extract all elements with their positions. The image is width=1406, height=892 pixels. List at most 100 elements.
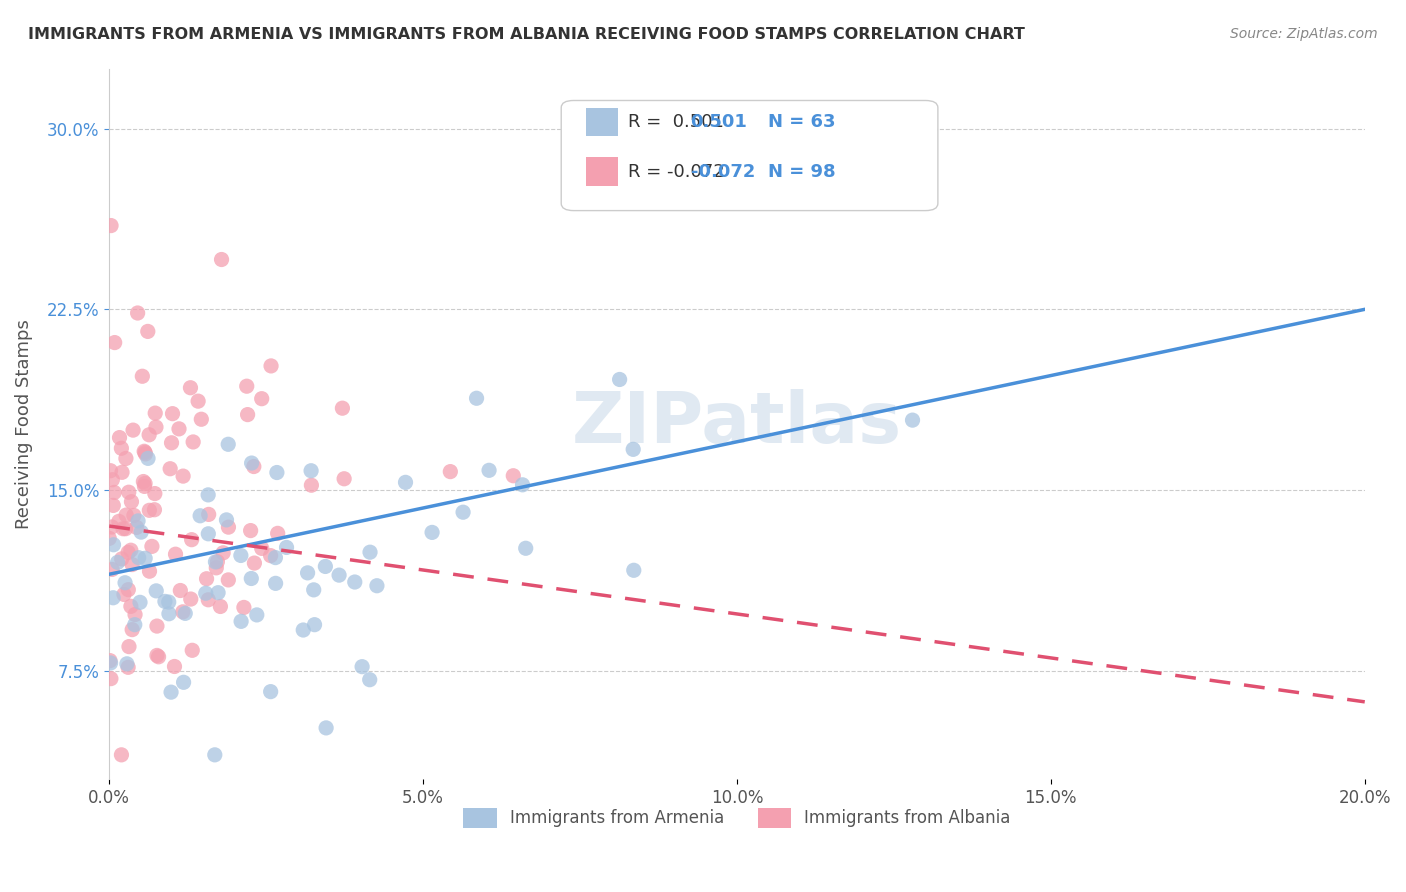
Point <box>115 508 138 522</box>
Point <box>134 447 156 461</box>
Point <box>314 559 336 574</box>
Point <box>304 617 326 632</box>
Point <box>264 550 287 565</box>
Point <box>128 550 150 565</box>
Point <box>174 607 197 621</box>
Point <box>276 541 298 555</box>
Point <box>190 412 212 426</box>
Point <box>120 599 142 614</box>
Point <box>207 555 229 569</box>
Point <box>352 659 374 673</box>
Point <box>159 461 181 475</box>
Point <box>125 520 148 534</box>
Point <box>118 640 141 654</box>
Point <box>134 445 156 459</box>
Point <box>194 586 217 600</box>
Point <box>146 648 169 663</box>
Point <box>266 466 288 480</box>
Point <box>240 572 263 586</box>
Point <box>124 617 146 632</box>
Point <box>111 552 134 566</box>
Point <box>117 660 139 674</box>
Point <box>229 549 252 563</box>
Point <box>215 513 238 527</box>
Point <box>332 401 354 416</box>
Point <box>131 369 153 384</box>
Point <box>134 444 156 458</box>
Point <box>129 595 152 609</box>
Point <box>134 479 156 493</box>
Point <box>143 406 166 420</box>
Point <box>204 747 226 762</box>
Point <box>172 469 194 483</box>
Point <box>239 524 262 538</box>
Point <box>110 747 132 762</box>
Point <box>181 434 204 449</box>
Point <box>260 684 283 698</box>
Point <box>623 563 645 577</box>
Point <box>122 508 145 523</box>
Point <box>211 252 233 267</box>
Point <box>163 659 186 673</box>
Point <box>153 594 176 608</box>
Legend: Immigrants from Armenia, Immigrants from Albania: Immigrants from Armenia, Immigrants from… <box>457 801 1018 835</box>
Point <box>165 547 187 561</box>
Point <box>197 526 219 541</box>
Point <box>160 435 183 450</box>
Point <box>138 427 160 442</box>
Point <box>439 465 461 479</box>
Point <box>204 555 226 569</box>
Point <box>157 595 180 609</box>
Text: 0.501: 0.501 <box>690 112 748 131</box>
Point <box>394 475 416 490</box>
Point <box>217 573 239 587</box>
Point <box>246 607 269 622</box>
Point <box>101 591 124 605</box>
Point <box>108 515 131 529</box>
Point <box>366 579 388 593</box>
Point <box>157 607 180 621</box>
Point <box>515 541 537 556</box>
Point <box>100 219 122 233</box>
Point <box>115 451 138 466</box>
Point <box>101 562 124 576</box>
Point <box>120 494 142 508</box>
Point <box>207 585 229 599</box>
Point <box>240 456 263 470</box>
Point <box>236 379 259 393</box>
Point <box>609 372 631 386</box>
Point <box>302 582 325 597</box>
Point <box>127 514 149 528</box>
Point <box>138 503 160 517</box>
Point <box>115 657 138 671</box>
Point <box>260 359 283 373</box>
Point <box>136 451 159 466</box>
Point <box>148 649 170 664</box>
Point <box>129 525 152 540</box>
Point <box>243 556 266 570</box>
Point <box>179 381 201 395</box>
Point <box>146 619 169 633</box>
Point <box>143 502 166 516</box>
Point <box>112 522 135 536</box>
Point <box>502 468 524 483</box>
Point <box>101 520 124 534</box>
Point <box>212 546 235 560</box>
Bar <box>586 157 617 186</box>
Point <box>299 478 322 492</box>
Point <box>103 538 125 552</box>
Point <box>138 564 160 578</box>
Point <box>188 508 211 523</box>
Point <box>209 599 232 614</box>
Point <box>160 685 183 699</box>
Point <box>141 540 163 554</box>
Point <box>100 656 122 670</box>
Point <box>180 533 202 547</box>
Point <box>359 673 381 687</box>
Point <box>118 485 141 500</box>
Point <box>621 442 644 457</box>
Point <box>243 459 266 474</box>
Point <box>121 623 143 637</box>
Point <box>195 572 218 586</box>
Point <box>299 464 322 478</box>
